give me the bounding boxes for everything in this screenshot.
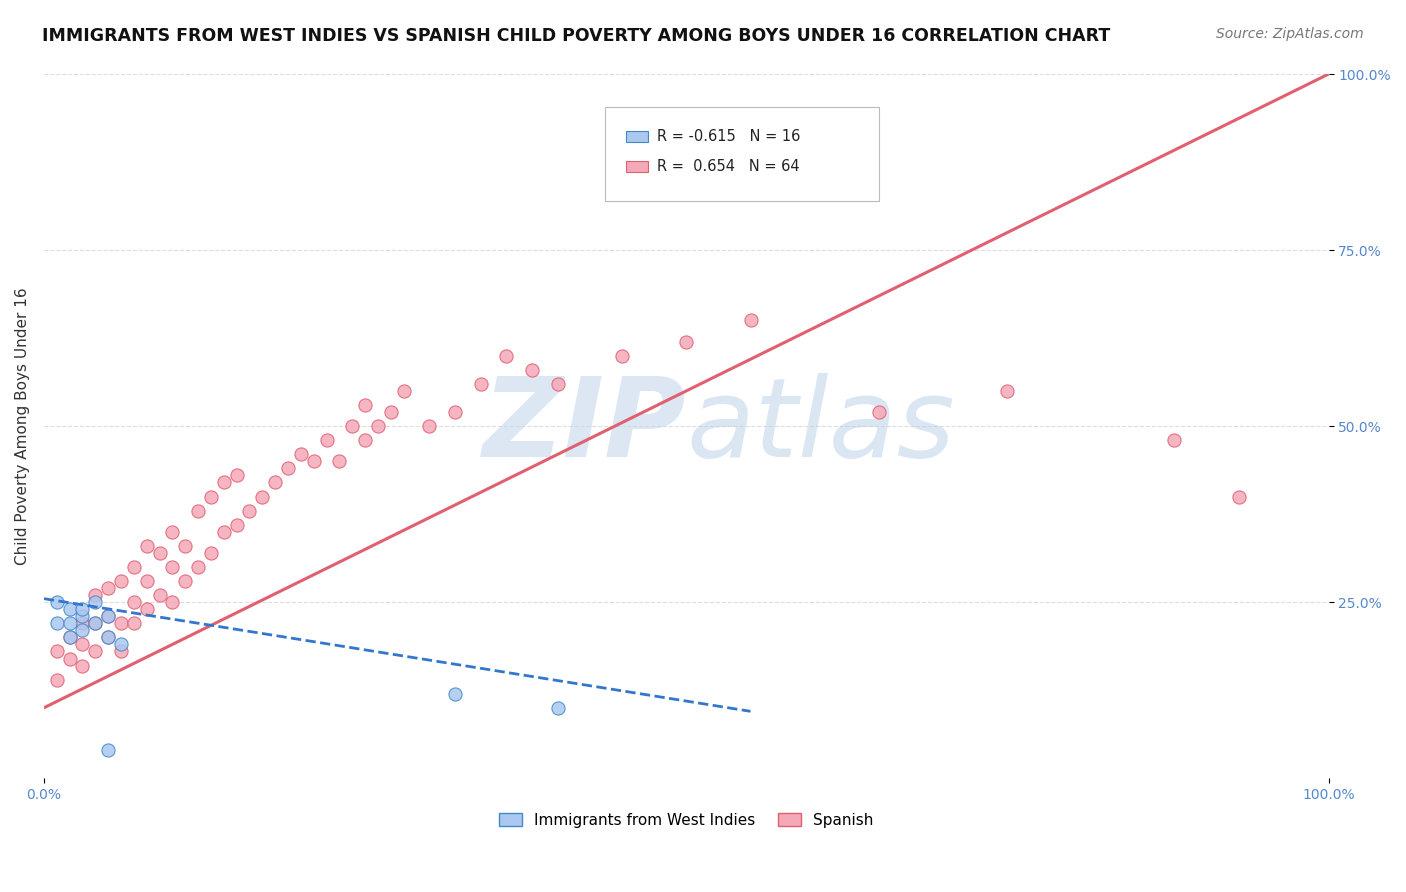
- Point: [547, 701, 569, 715]
- Point: [162, 560, 184, 574]
- Point: [72, 616, 94, 631]
- Text: Source: ZipAtlas.com: Source: ZipAtlas.com: [1216, 27, 1364, 41]
- Point: [97, 631, 120, 645]
- Point: [225, 468, 247, 483]
- Point: [122, 560, 145, 574]
- Point: [84, 588, 107, 602]
- Point: [302, 454, 325, 468]
- Point: [84, 616, 107, 631]
- Point: [187, 503, 209, 517]
- Point: [315, 434, 337, 448]
- Point: [72, 602, 94, 616]
- Text: IMMIGRANTS FROM WEST INDIES VS SPANISH CHILD POVERTY AMONG BOYS UNDER 16 CORRELA: IMMIGRANTS FROM WEST INDIES VS SPANISH C…: [42, 27, 1111, 45]
- Point: [225, 517, 247, 532]
- Point: [997, 384, 1019, 398]
- Point: [110, 644, 132, 658]
- Point: [238, 503, 260, 517]
- Point: [135, 539, 157, 553]
- Point: [328, 454, 350, 468]
- Point: [1227, 490, 1250, 504]
- Point: [418, 419, 440, 434]
- Point: [72, 609, 94, 624]
- Point: [122, 595, 145, 609]
- Point: [97, 743, 120, 757]
- Point: [495, 349, 517, 363]
- Point: [162, 524, 184, 539]
- Point: [740, 313, 762, 327]
- Point: [84, 644, 107, 658]
- Point: [97, 609, 120, 624]
- Point: [174, 539, 197, 553]
- Text: ZIP: ZIP: [482, 373, 686, 480]
- Point: [110, 616, 132, 631]
- Text: R = -0.615   N = 16: R = -0.615 N = 16: [657, 129, 800, 144]
- Point: [264, 475, 287, 490]
- Point: [58, 631, 80, 645]
- Point: [97, 631, 120, 645]
- Point: [392, 384, 415, 398]
- Point: [45, 595, 67, 609]
- Point: [212, 524, 235, 539]
- Point: [84, 595, 107, 609]
- Point: [367, 419, 389, 434]
- Point: [470, 376, 492, 391]
- Point: [868, 405, 890, 419]
- Text: R =  0.654   N = 64: R = 0.654 N = 64: [657, 160, 799, 174]
- Point: [148, 546, 170, 560]
- Point: [148, 588, 170, 602]
- Point: [1163, 434, 1185, 448]
- Point: [444, 405, 467, 419]
- Point: [58, 631, 80, 645]
- Point: [354, 398, 377, 412]
- Point: [200, 546, 222, 560]
- Point: [675, 334, 697, 349]
- Point: [72, 624, 94, 638]
- Point: [380, 405, 402, 419]
- Point: [97, 581, 120, 595]
- Legend: Immigrants from West Indies, Spanish: Immigrants from West Indies, Spanish: [492, 806, 880, 834]
- Point: [135, 574, 157, 588]
- Y-axis label: Child Poverty Among Boys Under 16: Child Poverty Among Boys Under 16: [15, 287, 30, 565]
- Point: [252, 490, 274, 504]
- Point: [200, 490, 222, 504]
- Text: atlas: atlas: [686, 373, 955, 480]
- Point: [45, 616, 67, 631]
- Point: [84, 616, 107, 631]
- Point: [342, 419, 364, 434]
- Point: [354, 434, 377, 448]
- Point: [290, 447, 312, 461]
- Point: [122, 616, 145, 631]
- Point: [72, 637, 94, 651]
- Point: [610, 349, 633, 363]
- Point: [162, 595, 184, 609]
- Point: [520, 363, 543, 377]
- Point: [135, 602, 157, 616]
- Point: [277, 461, 299, 475]
- Point: [72, 658, 94, 673]
- Point: [45, 644, 67, 658]
- Point: [174, 574, 197, 588]
- Point: [58, 651, 80, 665]
- Point: [58, 602, 80, 616]
- Point: [45, 673, 67, 687]
- Point: [110, 574, 132, 588]
- Point: [444, 687, 467, 701]
- Point: [547, 376, 569, 391]
- Point: [187, 560, 209, 574]
- Point: [58, 616, 80, 631]
- Point: [212, 475, 235, 490]
- Point: [97, 609, 120, 624]
- Point: [110, 637, 132, 651]
